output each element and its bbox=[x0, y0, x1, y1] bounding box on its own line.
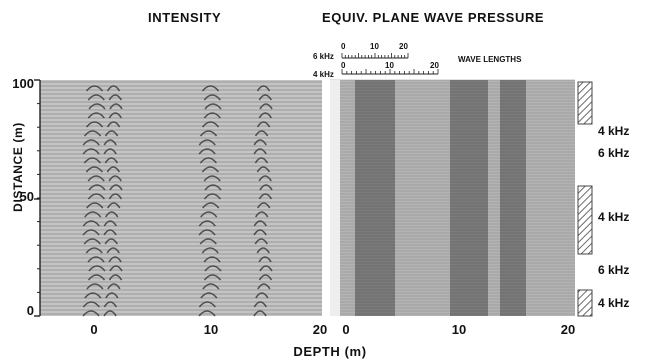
y-tick-100: 100 bbox=[12, 76, 34, 91]
x-tick-left-10: 10 bbox=[203, 322, 219, 337]
x-tick-right-20: 20 bbox=[560, 322, 576, 337]
band-label-1: 4 kHz bbox=[598, 124, 630, 138]
pressure-texture bbox=[330, 79, 575, 316]
y-tick-0: 0 bbox=[26, 303, 34, 318]
right-panel-title: EQUIV. PLANE WAVE PRESSURE bbox=[322, 10, 545, 25]
scale-freq-bottom: 4 kHz bbox=[313, 70, 334, 79]
y-tick-50: 50 bbox=[19, 189, 34, 204]
band-label-3: 4 kHz bbox=[598, 210, 630, 224]
left-panel-title: INTENSITY bbox=[148, 10, 222, 25]
x-tick-left-20: 20 bbox=[312, 322, 328, 337]
x-tick-right-10: 10 bbox=[451, 322, 467, 337]
band-label-5: 4 kHz bbox=[598, 296, 630, 310]
scale-bottom-tick-20: 20 bbox=[430, 61, 439, 70]
scale-top-tick-0: 0 bbox=[341, 42, 346, 51]
scale-bottom-tick-0: 0 bbox=[341, 61, 346, 70]
band-marker-2 bbox=[577, 185, 593, 255]
intensity-streaks bbox=[82, 85, 273, 317]
band-marker-3 bbox=[577, 289, 593, 317]
scale-top-tick-20: 20 bbox=[399, 42, 408, 51]
scale-top-tick-10: 10 bbox=[370, 42, 379, 51]
band-marker-1 bbox=[577, 81, 593, 125]
intensity-scan-lines bbox=[40, 81, 322, 315]
band-label-4: 6 kHz bbox=[598, 263, 630, 277]
scale-freq-top: 6 kHz bbox=[313, 52, 334, 61]
scale-bottom-tick-10: 10 bbox=[385, 61, 394, 70]
wavelength-scale-label: WAVE LENGTHS bbox=[458, 55, 522, 64]
band-label-2: 6 kHz bbox=[598, 146, 630, 160]
x-tick-right-0: 0 bbox=[342, 322, 350, 337]
x-tick-left-0: 0 bbox=[90, 322, 98, 337]
x-axis-label: DEPTH (m) bbox=[293, 344, 367, 359]
pressure-panel-edge bbox=[330, 80, 340, 316]
